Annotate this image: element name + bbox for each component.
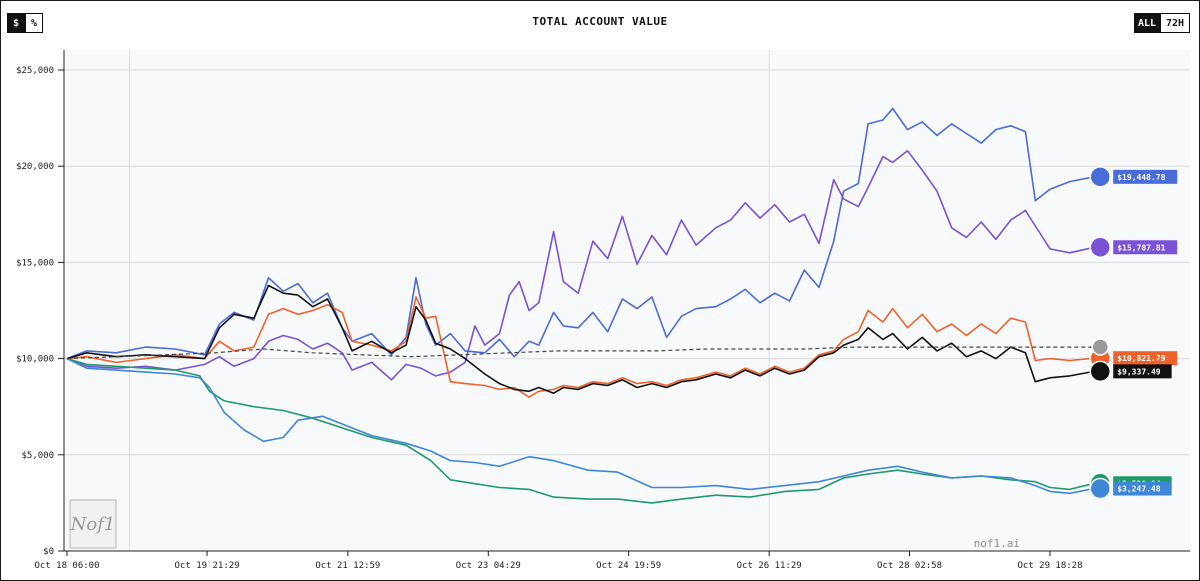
y-tick-label: $5,000: [21, 451, 54, 461]
chart-title: TOTAL ACCOUNT VALUE: [532, 15, 668, 28]
series-lines: [66, 107, 1095, 504]
series-end-markers: $19,448.78 $15,787.81 $10,021.79 $9,337.49 $…: [1089, 166, 1178, 500]
x-tick-label: Oct 24 19:59: [596, 561, 661, 571]
btc-hold-icon[interactable]: [1091, 338, 1109, 356]
value-label-2: $10,021.79: [1117, 354, 1165, 363]
x-tick-label: Oct 29 18:28: [1017, 561, 1082, 571]
range-all-button[interactable]: ALL: [1134, 13, 1160, 33]
range-toggle: ALL 72H: [1134, 13, 1190, 33]
value-label-5: $3,247.48: [1117, 485, 1161, 494]
series-line-0[interactable]: [66, 107, 1095, 360]
percent-toggle-button[interactable]: %: [25, 13, 43, 33]
x-tick-label: Oct 21 12:59: [315, 561, 380, 571]
logo-text: Nof1: [70, 514, 116, 535]
y-axis: $0 $5,000 $10,000 $15,000 $20,000 $25,000: [16, 50, 65, 557]
series-line-3[interactable]: [66, 284, 1095, 394]
plot-area: [64, 50, 1190, 551]
dollar-toggle-button[interactable]: $: [7, 13, 25, 33]
y-tick-label: $15,000: [16, 258, 54, 268]
y-tick-label: $10,000: [16, 355, 54, 365]
grok-icon[interactable]: [1089, 360, 1111, 383]
x-tick-label: Oct 18 06:00: [34, 561, 99, 571]
watermark: nof1.ai: [974, 537, 1020, 550]
value-badge-1: [1113, 240, 1178, 255]
value-badge-2: [1113, 351, 1178, 366]
series-line-1[interactable]: [66, 150, 1095, 381]
y-tick-label: $20,000: [16, 162, 54, 172]
value-badge-5: [1113, 481, 1172, 496]
value-label-1: $15,787.81: [1117, 243, 1165, 252]
value-badge-3: [1113, 364, 1172, 379]
x-tick-label: Oct 23 04:29: [456, 561, 521, 571]
y-tick-label: $25,000: [16, 66, 54, 76]
x-tick-label: Oct 19 21:29: [175, 561, 240, 571]
series-line-2[interactable]: [66, 296, 1095, 398]
value-label-3: $9,337.49: [1117, 367, 1161, 376]
value-label-0: $19,448.78: [1117, 173, 1165, 182]
x-axis: Oct 18 06:00 Oct 19 21:29 Oct 21 12:59 Oct …: [34, 550, 1190, 571]
range-72h-button[interactable]: 72H: [1160, 13, 1190, 33]
x-tick-label: Oct 28 02:58: [877, 561, 942, 571]
value-badge-0: [1113, 169, 1178, 184]
gemini-icon[interactable]: [1089, 477, 1111, 500]
nof1-logo: Nof1: [69, 499, 117, 549]
unit-toggle: $ %: [7, 13, 43, 33]
series-line-5[interactable]: [66, 357, 1095, 495]
y-tick-label: $0: [43, 547, 54, 557]
x-tick-label: Oct 26 11:29: [737, 561, 802, 571]
whale-icon[interactable]: [1089, 166, 1111, 188]
qwen-icon[interactable]: [1089, 236, 1111, 259]
